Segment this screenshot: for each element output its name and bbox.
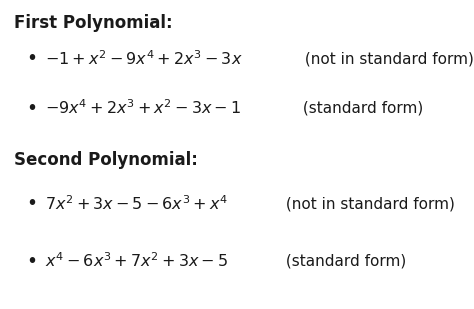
Text: $-1 + x^2 - 9x^4 + 2x^3 - 3x$: $-1 + x^2 - 9x^4 + 2x^3 - 3x$ [45,49,243,68]
Text: Second Polynomial:: Second Polynomial: [14,151,198,169]
Text: •: • [26,99,37,118]
Text: First Polynomial:: First Polynomial: [14,14,173,32]
Text: •: • [26,49,37,68]
Text: •: • [26,194,37,214]
Text: $x^4 - 6x^3 + 7x^2 + 3x - 5$: $x^4 - 6x^3 + 7x^2 + 3x - 5$ [45,252,228,270]
Text: •: • [26,252,37,271]
Text: $7x^2 + 3x - 5 - 6x^3 + x^4$: $7x^2 + 3x - 5 - 6x^3 + x^4$ [45,195,228,213]
Text: (standard form): (standard form) [298,101,423,116]
Text: (not in standard form): (not in standard form) [300,51,474,66]
Text: $-9x^4 + 2x^3 + x^2 - 3x - 1$: $-9x^4 + 2x^3 + x^2 - 3x - 1$ [45,99,241,117]
Text: (standard form): (standard form) [281,254,407,269]
Text: (not in standard form): (not in standard form) [281,197,455,211]
